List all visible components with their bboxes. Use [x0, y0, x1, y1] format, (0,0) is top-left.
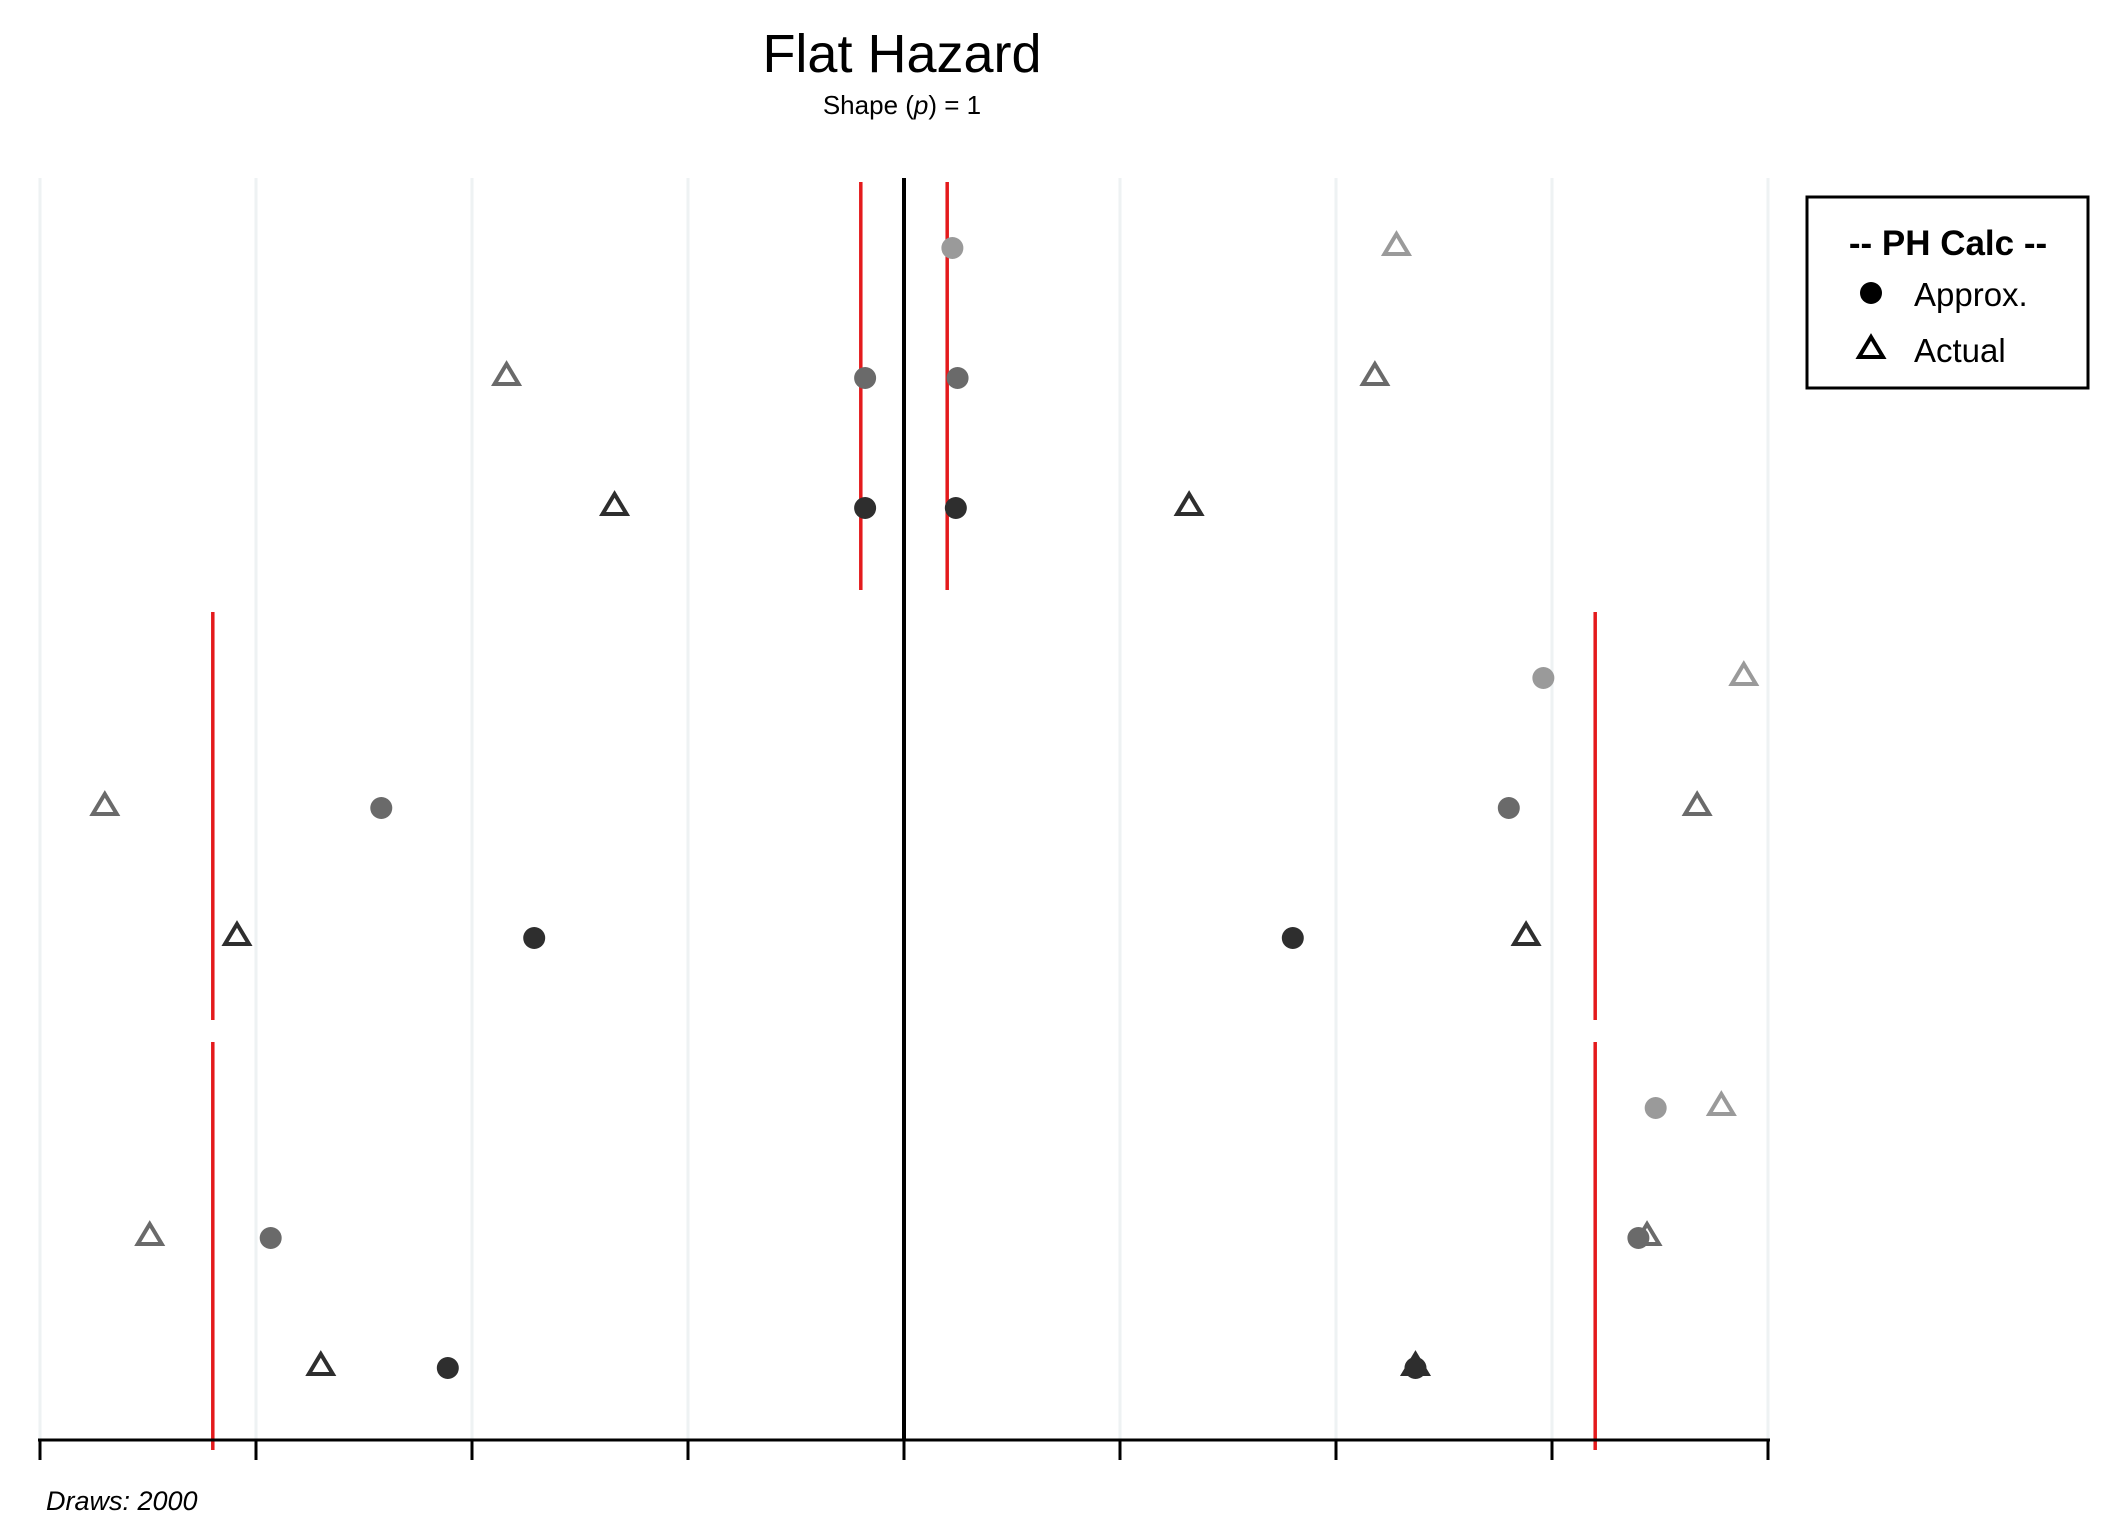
approx-circle-point: [946, 367, 969, 389]
approx-circle-point: [1627, 1227, 1650, 1249]
legend-circle-icon: [1860, 282, 1882, 304]
approx-circle-point: [1532, 667, 1555, 689]
x-axis: [38, 1438, 1770, 1460]
legend-box: [1805, 195, 2090, 390]
approx-circle-point: [941, 237, 964, 259]
approx-circle-point: [259, 1227, 282, 1249]
actual-triangle-point: [305, 1350, 337, 1376]
subtitle-suffix: ) = 1: [928, 90, 981, 120]
legend-label-approx: Approx.: [1914, 276, 2028, 313]
approx-circle-point: [523, 927, 546, 949]
subtitle-prefix: Shape (: [823, 90, 914, 120]
approx-circle-point: [1281, 927, 1304, 949]
chart-caption: Draws: 2000: [46, 1486, 198, 1516]
legend-title: -- PH Calc --: [1849, 224, 2047, 263]
data-points: [89, 230, 1760, 1379]
actual-triangle-point: [1359, 360, 1391, 386]
actual-triangle-point: [1705, 1090, 1737, 1116]
approx-circle-point: [854, 497, 877, 519]
approx-circle-point: [944, 497, 967, 519]
actual-triangle-point: [1728, 660, 1760, 686]
approx-circle-point: [854, 367, 877, 389]
actual-triangle-point: [491, 360, 523, 386]
approx-circle-point: [436, 1357, 459, 1379]
actual-triangle-point: [221, 920, 253, 946]
actual-triangle-point: [1380, 230, 1413, 256]
approx-circle-point: [1404, 1357, 1427, 1379]
legend: -- PH Calc -- Approx. Actual: [1805, 195, 2090, 390]
actual-triangle-point: [1681, 790, 1713, 816]
approx-circle-point: [1497, 797, 1520, 819]
chart-title: Flat Hazard: [762, 24, 1041, 84]
approx-circle-point: [1644, 1097, 1667, 1119]
actual-triangle-point: [1173, 490, 1205, 516]
approx-circle-point: [370, 797, 393, 819]
legend-triangle-icon: [1855, 333, 1887, 359]
actual-triangle-point: [599, 490, 631, 516]
chart-subtitle: Shape (p) = 1: [823, 90, 981, 120]
subtitle-variable: p: [913, 90, 928, 120]
actual-triangle-point: [89, 790, 121, 816]
actual-triangle-point: [134, 1220, 166, 1246]
legend-label-actual: Actual: [1914, 332, 2006, 369]
actual-triangle-point: [1510, 920, 1542, 946]
